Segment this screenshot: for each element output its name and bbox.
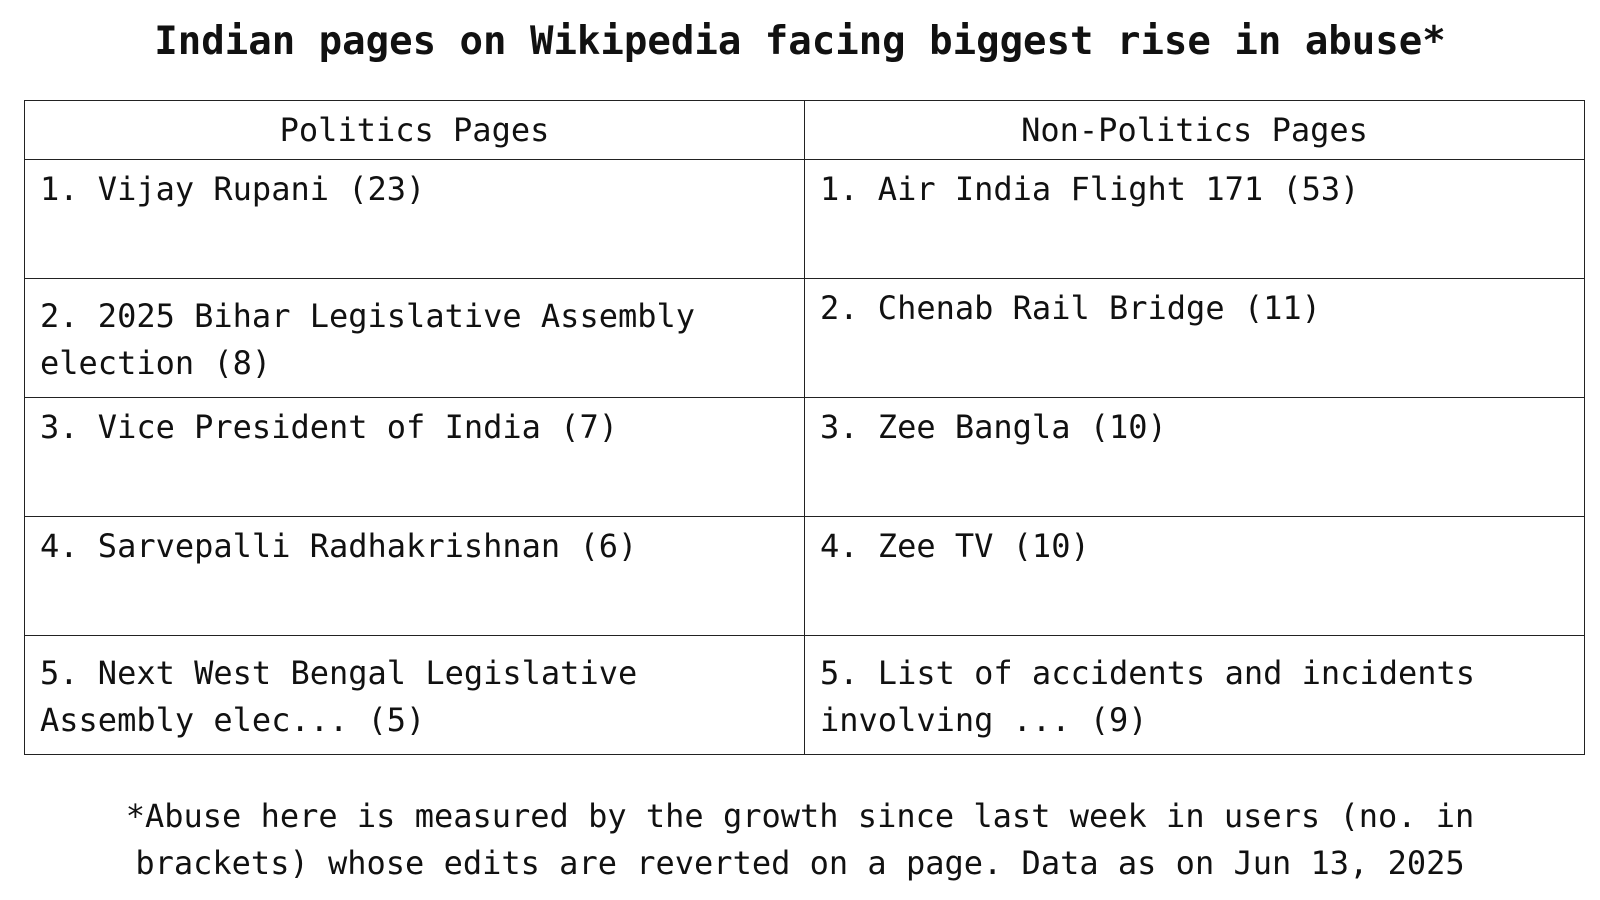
table-cell-politics: 4. Sarvepalli Radhakrishnan (6): [24, 516, 805, 636]
table-cell-non-politics: 3. Zee Bangla (10): [804, 397, 1585, 517]
table-cell-non-politics: 2. Chenab Rail Bridge (11): [804, 278, 1585, 398]
column-header-non-politics: Non-Politics Pages: [804, 100, 1585, 160]
table-cell-non-politics: 1. Air India Flight 171 (53): [804, 159, 1585, 279]
table-cell-politics: 3. Vice President of India (7): [24, 397, 805, 517]
table-cell-politics: 2. 2025 Bihar Legislative Assembly elect…: [24, 278, 805, 398]
footnote-line: *Abuse here is measured by the growth si…: [125, 797, 1475, 835]
table-row: 1. Vijay Rupani (23) 1. Air India Flight…: [24, 159, 1585, 279]
footnote-line: brackets) whose edits are reverted on a …: [135, 844, 1465, 882]
table-cell-non-politics: 5. List of accidents and incidents invol…: [804, 635, 1585, 755]
table-row: 4. Sarvepalli Radhakrishnan (6) 4. Zee T…: [24, 516, 1585, 636]
chart-title: Indian pages on Wikipedia facing biggest…: [154, 19, 1446, 64]
abuse-table: Politics Pages Non-Politics Pages 1. Vij…: [24, 100, 1585, 755]
table-header-row: Politics Pages Non-Politics Pages: [24, 100, 1585, 160]
table-row: 5. Next West Bengal Legislative Assembly…: [24, 635, 1585, 755]
table-row: 2. 2025 Bihar Legislative Assembly elect…: [24, 278, 1585, 398]
table-cell-politics: 5. Next West Bengal Legislative Assembly…: [24, 635, 805, 755]
column-header-politics: Politics Pages: [24, 100, 805, 160]
table-cell-politics: 1. Vijay Rupani (23): [24, 159, 805, 279]
footnote: *Abuse here is measured by the growth si…: [0, 793, 1600, 887]
table-row: 3. Vice President of India (7) 3. Zee Ba…: [24, 397, 1585, 517]
table-cell-non-politics: 4. Zee TV (10): [804, 516, 1585, 636]
